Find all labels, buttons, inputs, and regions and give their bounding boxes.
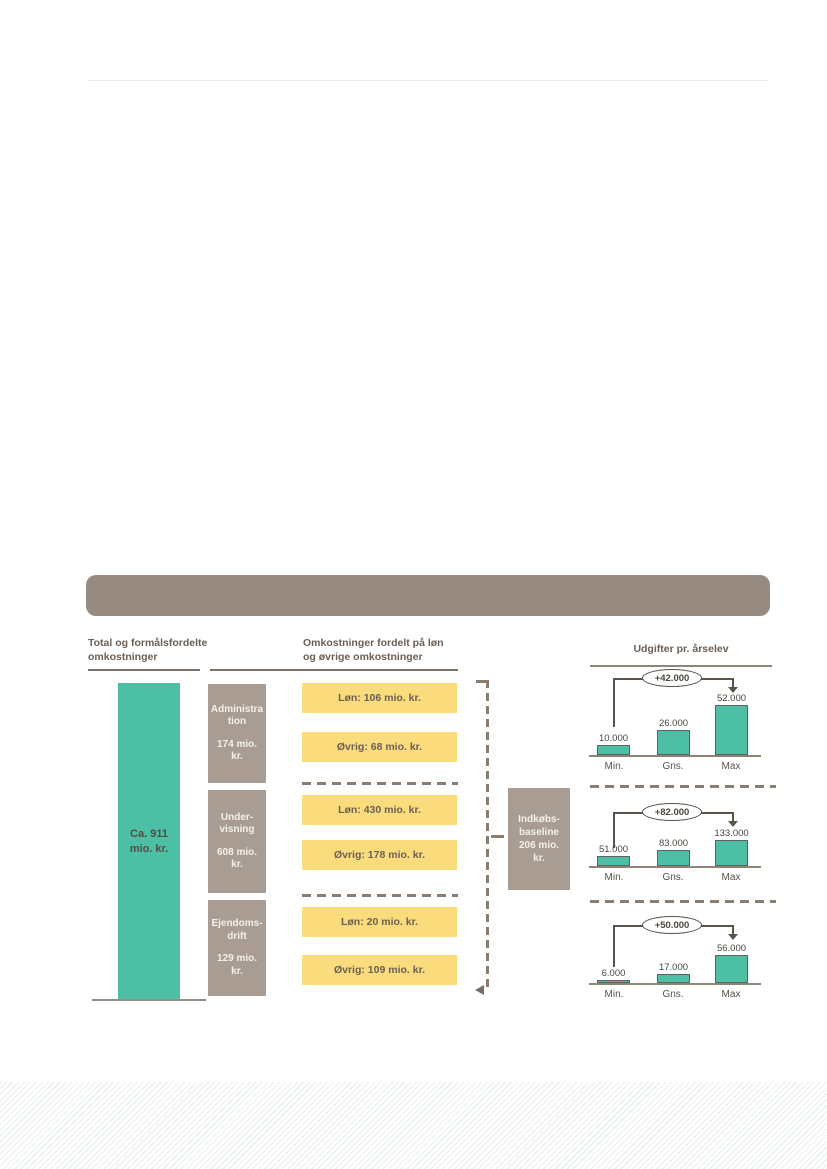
bar-group-min: 10.000 <box>597 733 630 755</box>
connector-line <box>613 812 615 848</box>
bar-value-label: 26.000 <box>658 718 689 729</box>
left-column-header: Total og formålsfordelte omkostninger <box>88 637 208 663</box>
bar-group-min: 51.000 <box>597 844 630 866</box>
total-cost-bar: Ca. 911 mio. kr. <box>118 683 180 1000</box>
category-label: Min. <box>604 989 624 1000</box>
category-label: Min. <box>604 761 624 772</box>
segment-ejendomsdrift: Ejendoms- drift 129 mio. kr. <box>208 900 266 996</box>
segment-undervisning: Under- visning 608 mio. kr. <box>208 790 266 893</box>
bar-group-gns: 26.000 <box>657 718 690 755</box>
bracket-top-tick <box>476 680 487 683</box>
chart-axis <box>589 983 761 985</box>
page-top-divider <box>87 80 768 81</box>
group-divider-dashed <box>302 894 458 897</box>
segment-name: Under- visning <box>219 811 255 836</box>
down-arrow-icon <box>728 934 738 940</box>
connector-line <box>613 925 615 967</box>
category-label: Gns. <box>662 989 684 1000</box>
bar-group-min: 6.000 <box>597 968 630 983</box>
bar <box>657 974 690 983</box>
bar-chart-administration: +42.000 10.000 26.000 52.000 Min. Gns. M… <box>585 668 775 782</box>
segment-name: Ejendoms- drift <box>211 918 263 942</box>
delta-badge: +82.000 <box>642 803 702 821</box>
bar-group-max: 56.000 <box>715 943 748 983</box>
bar-value-label: 10.000 <box>598 733 629 744</box>
page-footer-hatch-band <box>0 1082 827 1169</box>
bar <box>715 840 748 866</box>
bar <box>597 980 630 983</box>
chart-axis <box>589 755 761 757</box>
bar-value-label: 52.000 <box>716 693 747 704</box>
indkobsbaseline-box: Indkøbs- baseline 206 mio. kr. <box>508 788 570 890</box>
category-label: Min. <box>604 872 624 883</box>
connector-line <box>732 812 734 822</box>
total-cost-label: Ca. 911 mio. kr. <box>129 827 169 855</box>
ovrig-box-undervisning: Øvrig: 178 mio. kr. <box>302 840 457 870</box>
bar <box>715 955 748 983</box>
bar-value-label: 133.000 <box>714 828 749 839</box>
chart-column-title: Udgifter pr. årselev <box>633 643 729 655</box>
bar <box>597 745 630 755</box>
bracket-left-arrow-icon <box>475 985 484 995</box>
segment-name: Administra tion <box>210 703 264 728</box>
chart-title-underline <box>590 665 772 667</box>
category-label: Gns. <box>662 872 684 883</box>
bar <box>597 856 630 866</box>
segment-administration: Administra tion 174 mio. kr. <box>208 684 266 783</box>
ovrig-box-administration: Øvrig: 68 mio. kr. <box>302 732 457 762</box>
lon-box-undervisning: Løn: 430 mio. kr. <box>302 795 457 825</box>
bar-value-label: 51.000 <box>598 844 629 855</box>
middle-header-underline <box>210 669 458 671</box>
bracket-dashed-line <box>486 680 489 988</box>
bar-group-max: 133.000 <box>714 828 749 866</box>
chart-divider-dashed <box>590 900 776 903</box>
bar-chart-ejendomsdrift: +50.000 6.000 17.000 56.000 Min. Gns. Ma… <box>585 906 775 1006</box>
bar-value-label: 6.000 <box>601 968 626 979</box>
segment-amount: 174 mio. kr. <box>216 738 258 763</box>
indkobsbaseline-label: Indkøbs- baseline 206 mio. kr. <box>518 814 560 864</box>
left-header-underline <box>88 669 200 671</box>
category-label: Max <box>721 761 741 772</box>
delta-badge: +50.000 <box>642 916 702 934</box>
bar-group-max: 52.000 <box>715 693 748 755</box>
ovrig-box-ejendomsdrift: Øvrig: 109 mio. kr. <box>302 955 457 985</box>
lon-box-administration: Løn: 106 mio. kr. <box>302 683 457 713</box>
bar <box>715 705 748 755</box>
category-label: Max <box>721 989 741 1000</box>
bar-value-label: 17.000 <box>658 962 689 973</box>
chart-divider-dashed <box>590 785 776 788</box>
down-arrow-icon <box>728 821 738 827</box>
connector-line <box>732 925 734 935</box>
segment-amount: 129 mio. kr. <box>216 953 258 977</box>
total-bar-baseline <box>92 999 206 1001</box>
middle-column-header: Omkostninger fordelt på løn og øvrige om… <box>303 637 444 663</box>
delta-badge: +42.000 <box>642 669 702 687</box>
bar-group-gns: 83.000 <box>657 838 690 866</box>
bar <box>657 730 690 755</box>
bar-group-gns: 17.000 <box>657 962 690 983</box>
category-label: Max <box>721 872 741 883</box>
connector-line <box>732 678 734 688</box>
bar-value-label: 83.000 <box>658 838 689 849</box>
category-label: Gns. <box>662 761 684 772</box>
lon-box-ejendomsdrift: Løn: 20 mio. kr. <box>302 907 457 937</box>
down-arrow-icon <box>728 687 738 693</box>
connector-line <box>613 678 615 727</box>
bracket-mid-tick <box>491 835 504 838</box>
group-divider-dashed <box>302 782 458 785</box>
bar-chart-undervisning: +82.000 51.000 83.000 133.000 Min. Gns. … <box>585 793 775 893</box>
chart-axis <box>589 866 761 868</box>
section-banner <box>86 575 770 616</box>
bar-value-label: 56.000 <box>716 943 747 954</box>
bar <box>657 850 690 866</box>
segment-amount: 608 mio. kr. <box>216 846 258 871</box>
